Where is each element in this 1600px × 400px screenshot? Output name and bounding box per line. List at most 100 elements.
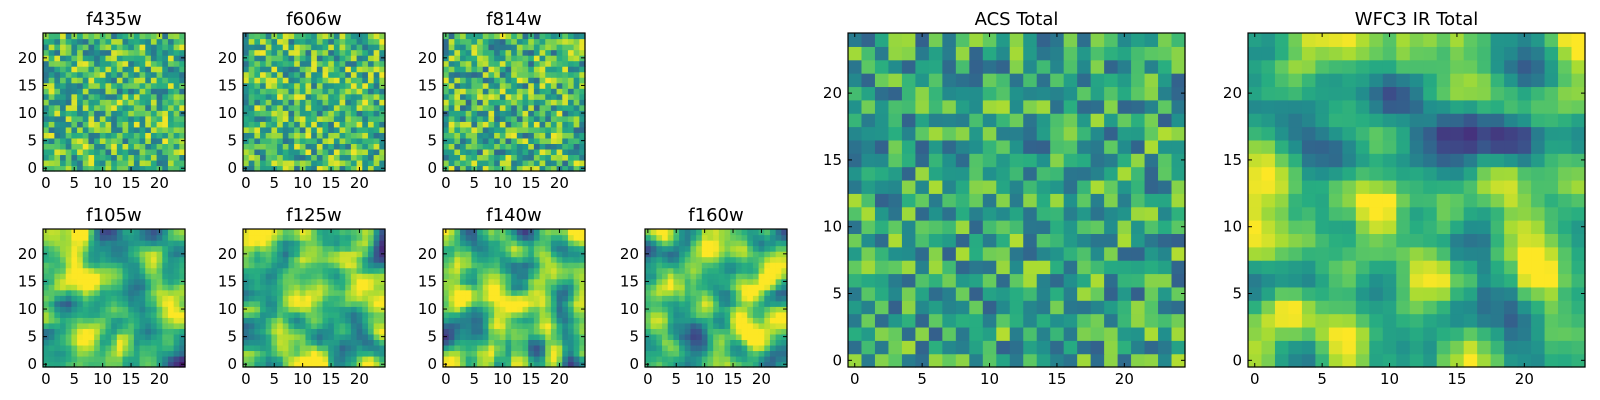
heatmap-cell xyxy=(942,179,957,194)
heatmap-cell xyxy=(539,306,546,313)
heatmap-cell xyxy=(133,154,141,161)
heatmap-cell xyxy=(88,165,95,172)
heatmap-cell xyxy=(662,284,669,291)
heatmap-cell xyxy=(322,104,329,111)
heatmap-cell xyxy=(82,82,90,89)
heatmap-cell xyxy=(150,99,158,106)
heatmap-cell xyxy=(556,88,563,95)
heatmap-cell xyxy=(494,121,501,128)
heatmap-cell xyxy=(488,295,495,302)
heatmap-cell xyxy=(516,328,524,335)
heatmap-cell xyxy=(545,99,552,106)
heatmap-cell xyxy=(471,262,478,269)
heatmap-cell xyxy=(673,311,680,318)
x-tick-label: 20 xyxy=(150,370,169,388)
heatmap-cell xyxy=(305,126,312,133)
heatmap-cell xyxy=(942,340,957,355)
heatmap-cell xyxy=(339,55,346,62)
heatmap-cell xyxy=(465,267,472,274)
heatmap-cell xyxy=(88,262,95,269)
heatmap-cell xyxy=(179,77,186,84)
heatmap-cell xyxy=(494,82,501,89)
heatmap-cell xyxy=(99,44,107,51)
heatmap-cell xyxy=(528,251,535,258)
heatmap-cell xyxy=(465,344,472,352)
heatmap-cell xyxy=(316,284,324,291)
heatmap-cell xyxy=(260,251,267,258)
heatmap-cell xyxy=(316,256,324,263)
heatmap-cell xyxy=(735,355,743,363)
heatmap-cell xyxy=(454,132,461,139)
heatmap-cell xyxy=(1104,340,1119,355)
heatmap-cell xyxy=(277,262,284,269)
heatmap-cell xyxy=(65,99,72,106)
heatmap-cell xyxy=(248,278,255,285)
heatmap-cell xyxy=(454,159,461,167)
heatmap-cell xyxy=(243,311,250,318)
heatmap-cell xyxy=(667,295,674,302)
heatmap-cell xyxy=(167,306,175,313)
heatmap-cell xyxy=(99,344,107,352)
heatmap-cell xyxy=(248,361,255,368)
heatmap-cell xyxy=(969,193,984,208)
heatmap-cell xyxy=(955,206,970,221)
heatmap-cell xyxy=(545,121,552,128)
heatmap-cell xyxy=(454,278,461,285)
heatmap-cell xyxy=(60,256,67,263)
heatmap-cell xyxy=(282,339,290,346)
heatmap-cell xyxy=(861,353,876,368)
heatmap-cell xyxy=(128,245,135,252)
heatmap-cell xyxy=(133,148,141,156)
heatmap-cell xyxy=(162,88,169,95)
heatmap-cell xyxy=(511,361,518,368)
heatmap-cell xyxy=(116,344,124,352)
heatmap-cell xyxy=(741,333,748,340)
heatmap-cell xyxy=(488,355,495,363)
heatmap-cell xyxy=(482,66,490,73)
heatmap-cell xyxy=(345,77,352,84)
heatmap-cell xyxy=(162,143,169,150)
heatmap-cell xyxy=(488,88,495,95)
heatmap-cell xyxy=(162,317,169,324)
heatmap-cell xyxy=(48,165,55,172)
heatmap-cell xyxy=(494,229,501,236)
heatmap-cell xyxy=(454,137,461,144)
heatmap-cell xyxy=(162,132,169,139)
heatmap-cell xyxy=(133,104,141,111)
heatmap-cell xyxy=(769,295,777,302)
heatmap-cell xyxy=(928,353,943,368)
heatmap-cell xyxy=(1104,286,1119,301)
heatmap-cell xyxy=(328,154,335,161)
heatmap-cell xyxy=(356,344,363,352)
heatmap-cell xyxy=(282,355,290,363)
heatmap-cell xyxy=(533,333,541,340)
heatmap-cell xyxy=(265,154,272,161)
heatmap-cell xyxy=(65,300,72,307)
heatmap-cell xyxy=(116,55,124,62)
heatmap-cell xyxy=(650,295,657,302)
heatmap-cell xyxy=(556,284,563,291)
heatmap-cell xyxy=(752,306,760,313)
heatmap-cell xyxy=(579,234,586,241)
heatmap-cell xyxy=(645,289,652,296)
heatmap-cell xyxy=(179,159,186,167)
heatmap-cell xyxy=(735,267,743,274)
heatmap-cell xyxy=(311,295,318,302)
heatmap-cell xyxy=(684,295,692,302)
heatmap-cell xyxy=(567,115,575,122)
heatmap-cell xyxy=(133,88,141,95)
heatmap-cell xyxy=(277,44,284,51)
heatmap-cell xyxy=(356,328,363,335)
heatmap-cell xyxy=(139,256,146,263)
heatmap-cell xyxy=(65,284,72,291)
heatmap-cell xyxy=(139,137,146,144)
heatmap-cell xyxy=(111,267,118,274)
heatmap-cell xyxy=(243,93,250,100)
heatmap-cell xyxy=(373,267,380,274)
heatmap-cell xyxy=(71,99,78,106)
heatmap-cell xyxy=(730,278,737,285)
heatmap-cell xyxy=(996,260,1011,275)
heatmap-cell xyxy=(254,295,261,302)
heatmap-cell xyxy=(696,245,703,252)
heatmap-cell xyxy=(362,328,369,335)
